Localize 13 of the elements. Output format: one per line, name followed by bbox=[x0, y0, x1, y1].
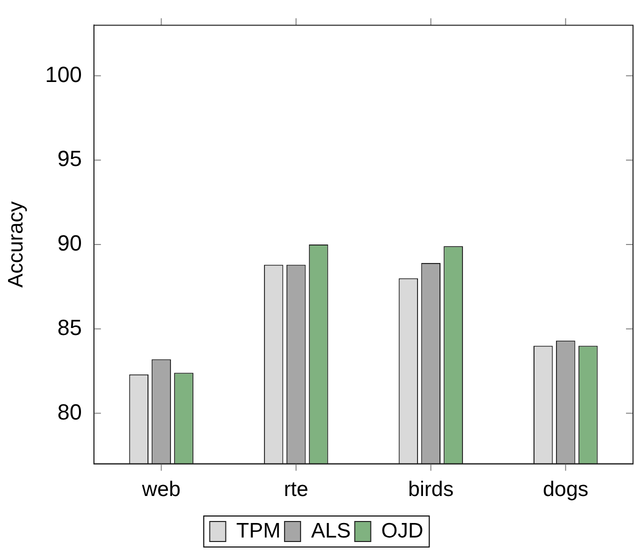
legend-label: ALS bbox=[311, 519, 351, 542]
y-tick-label: 100 bbox=[45, 62, 82, 87]
x-tick-label: web bbox=[141, 478, 181, 502]
y-axis-title: Accuracy bbox=[4, 200, 28, 288]
legend-label: TPM bbox=[236, 519, 281, 542]
y-tick-label: 90 bbox=[57, 230, 82, 256]
y-tick-label: 95 bbox=[57, 146, 82, 172]
y-tick-label: 85 bbox=[57, 314, 82, 340]
x-tick-label: birds bbox=[408, 478, 454, 502]
legend-label: OJD bbox=[381, 519, 424, 542]
y-tick-label: 80 bbox=[57, 399, 82, 424]
x-tick-label: dogs bbox=[542, 478, 588, 502]
x-tick-label: rte bbox=[284, 478, 308, 502]
